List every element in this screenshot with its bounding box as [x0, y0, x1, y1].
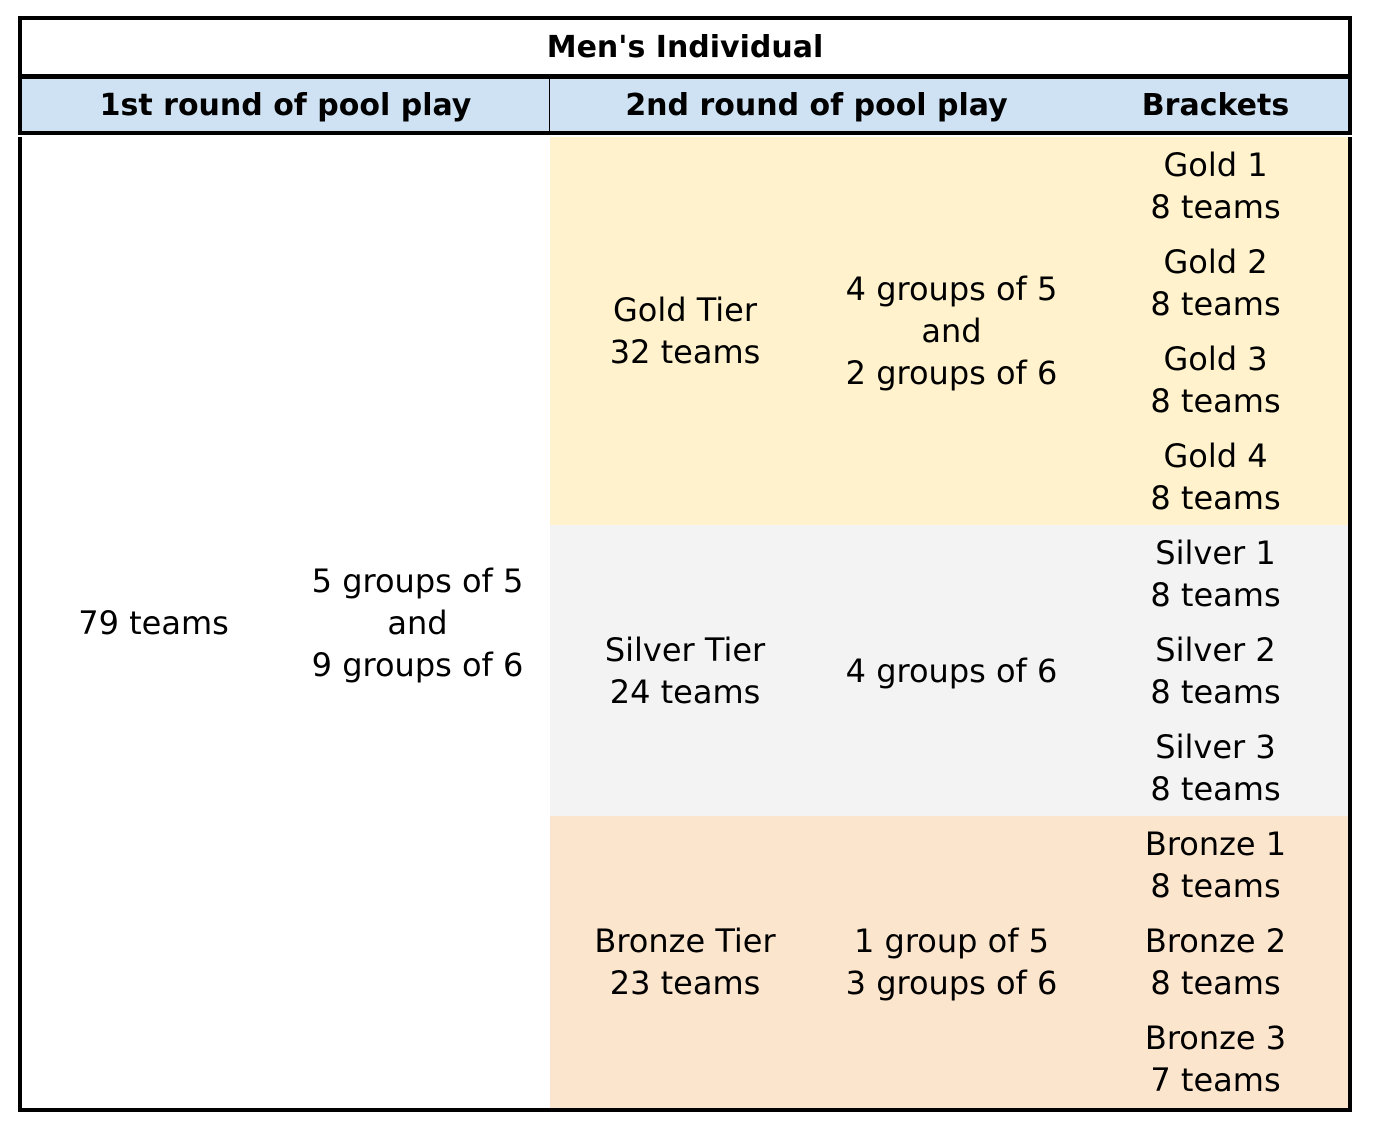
- bracket-gold-4: Gold 4 8 teams: [1083, 428, 1352, 528]
- bronze-tier-groups-cell: 1 group of 5 3 groups of 6: [820, 816, 1086, 1112]
- bracket-gold-2: Gold 2 8 teams: [1083, 234, 1352, 333]
- table-title: Men's Individual: [18, 16, 1352, 77]
- bracket-silver-1: Silver 1 8 teams: [1083, 525, 1352, 624]
- gold-tier-cell: Gold Tier 32 teams: [550, 137, 822, 528]
- bracket-silver-2: Silver 2 8 teams: [1083, 622, 1352, 721]
- silver-tier-cell: Silver Tier 24 teams: [550, 525, 822, 819]
- bracket-bronze-3: Bronze 3 7 teams: [1083, 1010, 1352, 1112]
- bracket-gold-3: Gold 3 8 teams: [1083, 331, 1352, 430]
- round1-teams-cell: 79 teams: [18, 137, 288, 1112]
- bracket-bronze-2: Bronze 2 8 teams: [1083, 913, 1352, 1012]
- bronze-tier-cell: Bronze Tier 23 teams: [550, 816, 822, 1112]
- bracket-silver-3: Silver 3 8 teams: [1083, 719, 1352, 819]
- header-round2: 2nd round of pool play: [550, 76, 1086, 135]
- round1-groups-cell: 5 groups of 5 and 9 groups of 6: [285, 137, 553, 1112]
- bracket-bronze-1: Bronze 1 8 teams: [1083, 816, 1352, 915]
- gold-tier-groups-cell: 4 groups of 5 and 2 groups of 6: [820, 137, 1086, 528]
- bracket-gold-1: Gold 1 8 teams: [1083, 137, 1352, 236]
- silver-tier-groups-cell: 4 groups of 6: [820, 525, 1086, 819]
- header-round1: 1st round of pool play: [18, 76, 552, 135]
- header-brackets: Brackets: [1083, 76, 1352, 135]
